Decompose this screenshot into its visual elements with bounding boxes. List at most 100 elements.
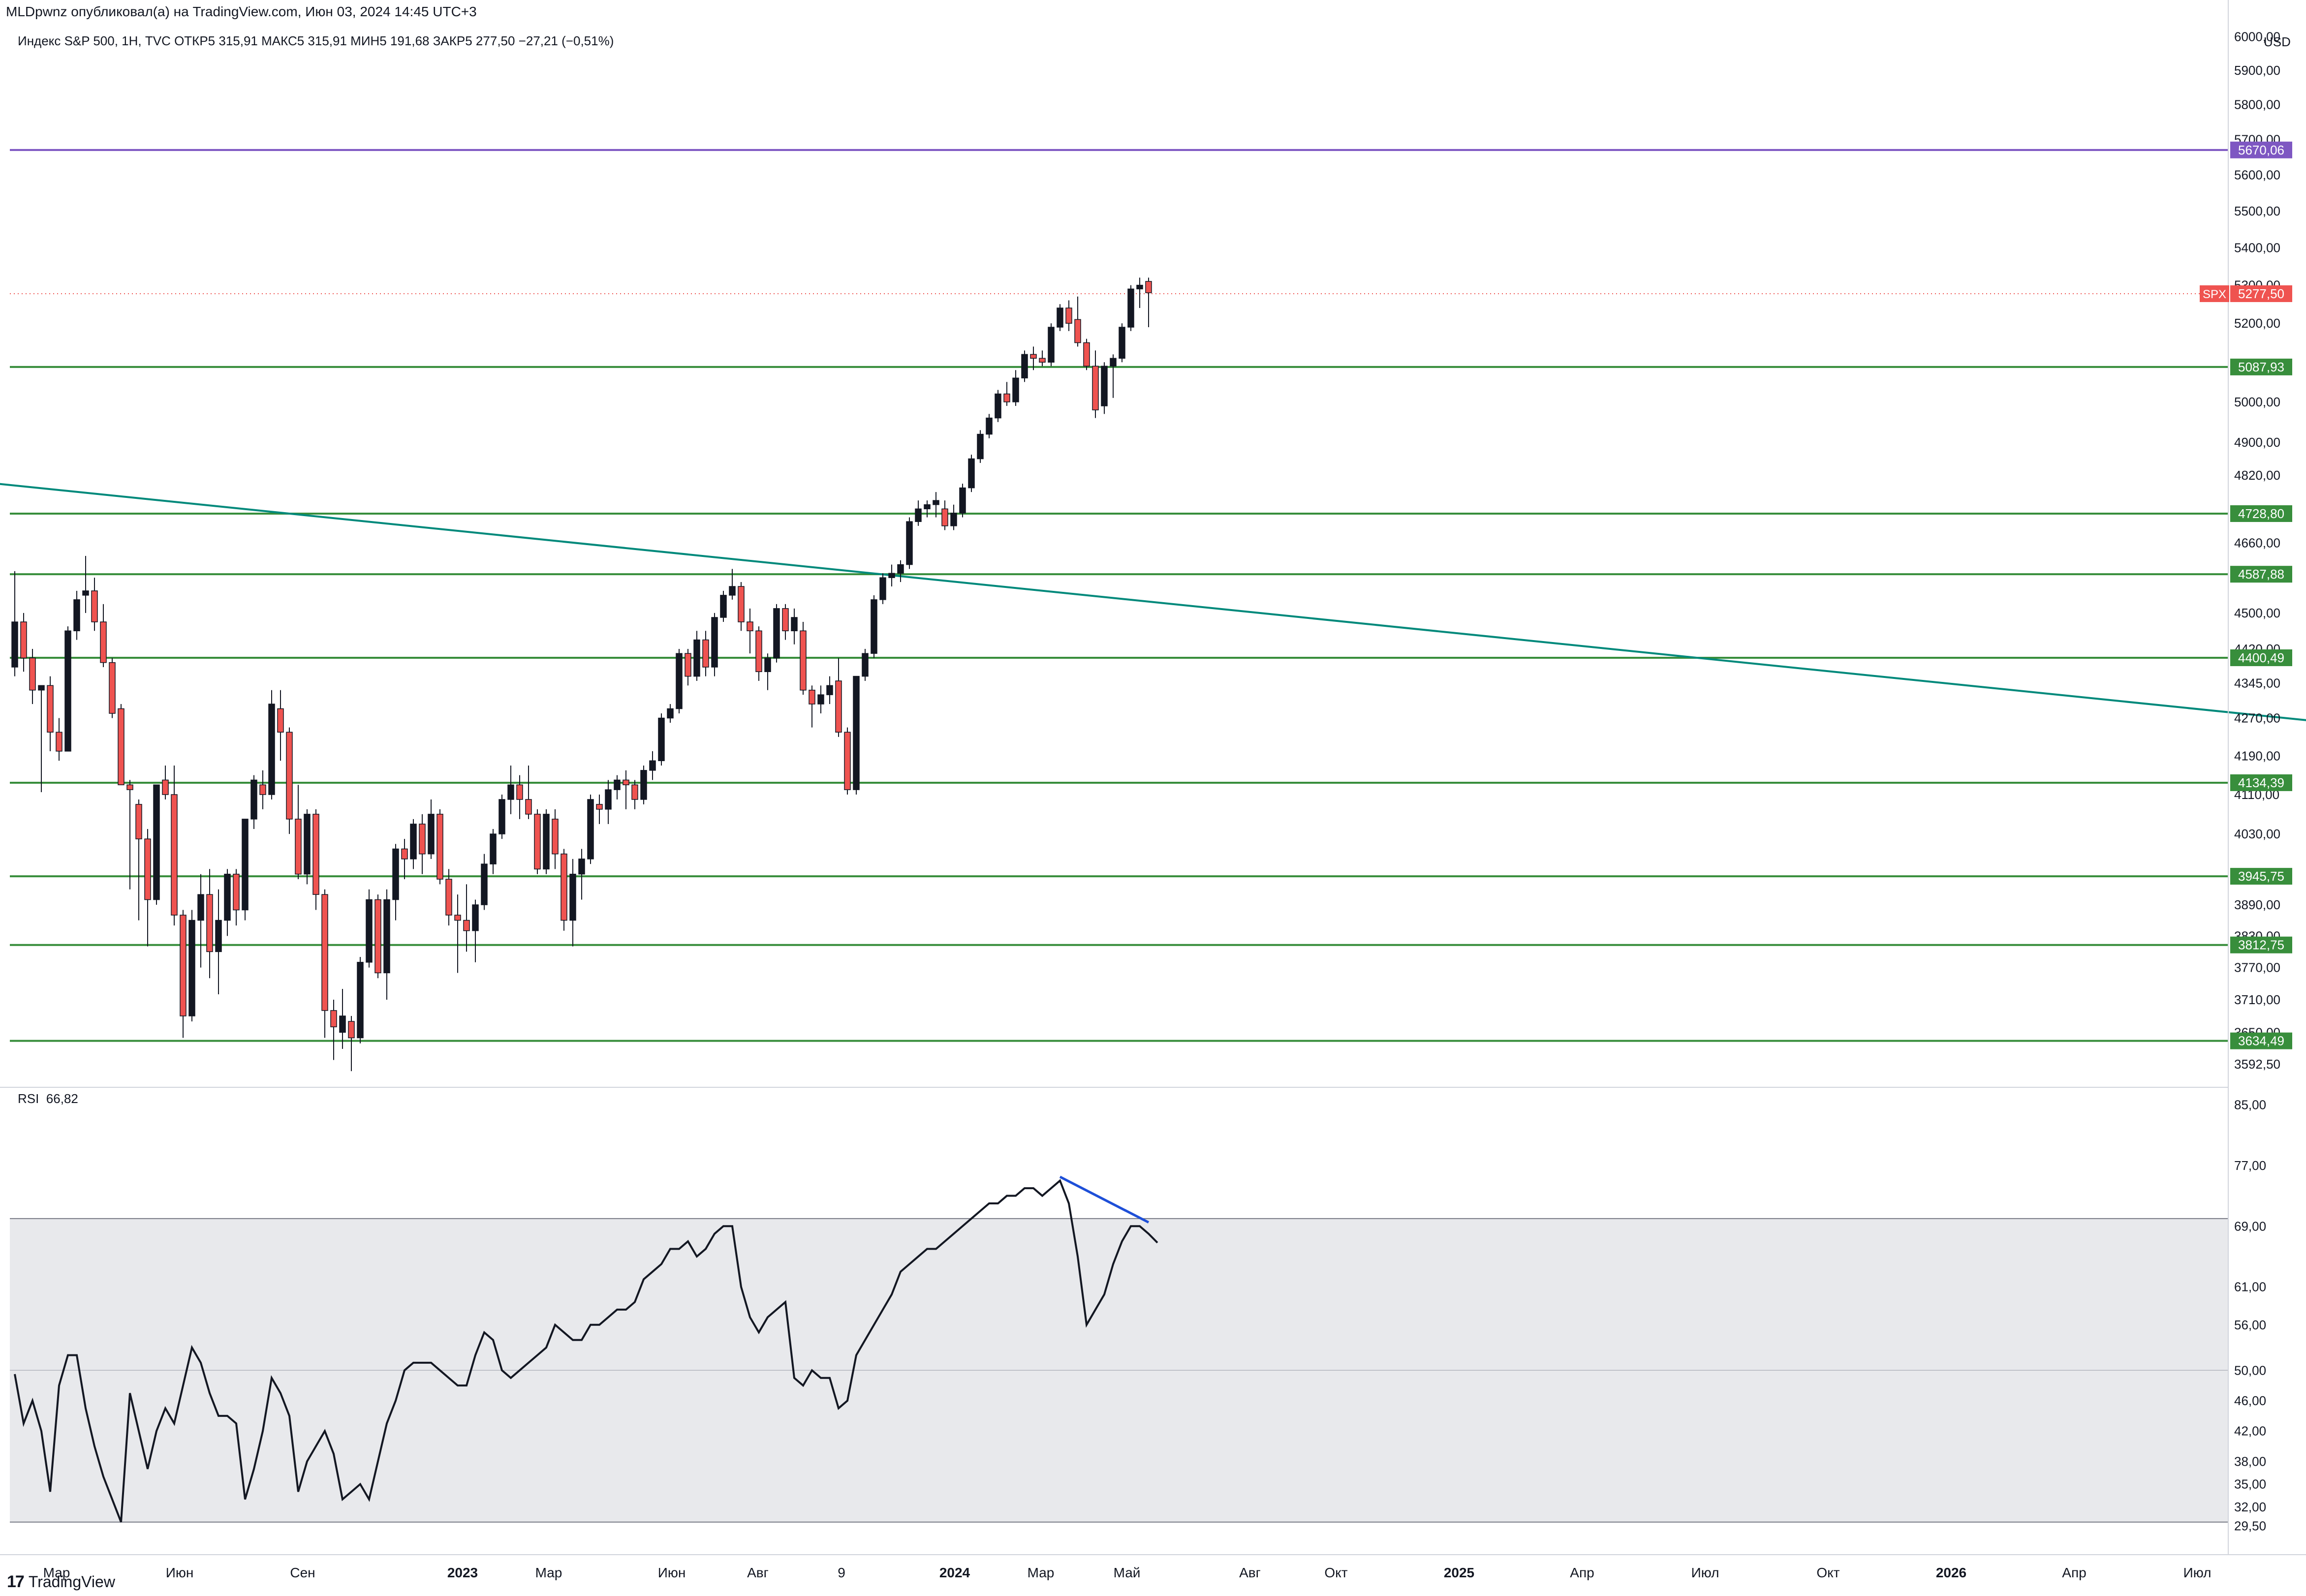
candle [826,676,833,705]
rsi-tick-label: 32,00 [2234,1500,2266,1514]
candle [738,582,745,631]
rsi-tick-label: 69,00 [2234,1219,2266,1233]
price-tick-label: 4190,00 [2234,749,2280,764]
level-price-tag [2230,936,2292,953]
candle [64,626,71,752]
symbol-legend[interactable]: Индекс S&P 500, 1Н, TVC ОТКР5 315,91 МАК… [18,33,614,48]
symbol-tag [2200,285,2229,302]
up-candle-body [791,617,798,632]
candle [419,814,426,874]
down-candle-body [941,508,948,526]
down-candle-body [445,879,452,916]
time-tick-label: Мар [535,1565,562,1580]
down-candle-body [1030,354,1037,359]
up-candle-body [490,833,497,864]
down-candle-body [419,824,426,855]
rsi-line [14,1179,1158,1523]
up-candle-body [304,814,311,875]
price-panel[interactable] [0,149,2306,1072]
candle [197,874,204,968]
candle [1030,346,1037,370]
candle [623,770,629,809]
time-tick-label: Авг [1239,1565,1261,1580]
price-tick-label: 4820,00 [2234,468,2280,483]
time-tick-label: Мар [1028,1565,1055,1580]
down-candle-body [454,915,461,921]
down-candle-body [259,784,266,795]
down-candle-body [180,915,187,1016]
candle [374,894,381,979]
candle [339,989,346,1049]
candle [667,704,674,723]
candle [428,799,435,859]
candle [1012,370,1019,406]
candle [47,676,54,751]
down-candle-body [835,680,842,733]
level-price-label: 3945,75 [2238,869,2284,884]
down-candle-body [685,653,691,677]
rsi-legend[interactable]: RSI 66,82 [18,1091,78,1106]
tradingview-logo[interactable]: 17 TradingView [7,1572,115,1592]
level-price-label: 3634,49 [2238,1034,2284,1048]
down-candle-body [144,838,151,900]
down-candle-body [436,814,443,880]
time-tick-label: Авг [747,1565,769,1580]
candle [888,564,895,586]
candle [924,500,931,518]
up-candle-body [1110,358,1117,367]
down-candle-body [552,819,559,855]
candle [499,795,505,839]
rsi-tick-label: 35,00 [2234,1477,2266,1492]
down-candle-body [755,630,762,673]
candle [38,685,45,793]
candle [1048,323,1055,367]
level-price-tag [2230,566,2292,583]
up-candle-body [1136,284,1143,290]
candle [401,839,408,880]
price-tick-label: 3592,50 [2234,1057,2280,1072]
time-tick-label: Июн [166,1565,194,1580]
currency-label[interactable]: USD [2264,34,2291,49]
candle [1136,277,1143,308]
time-tick-label: Мар [43,1565,70,1580]
candle [118,704,125,786]
up-candle-body [773,608,780,659]
candle [91,578,98,631]
up-candle-body [410,824,417,859]
down-candle-body [56,732,62,752]
down-candle-body [171,794,178,916]
candle [933,492,939,518]
candle [463,884,470,952]
candle [809,685,815,728]
down-candle-body [844,732,851,790]
up-candle-body [897,564,904,574]
rsi-panel[interactable] [10,1175,2228,1523]
candle [906,517,913,569]
down-candle-body [135,804,142,839]
price-tick-label: 4660,00 [2234,536,2280,551]
candle [312,809,319,910]
candle [1101,362,1108,414]
rsi-tick-label: 46,00 [2234,1393,2266,1408]
time-tick-label: Окт [1324,1565,1347,1580]
down-candle-body [348,1021,355,1039]
candle [348,1016,355,1072]
candle [525,766,532,819]
down-candle-body [747,621,753,632]
up-candle-body [392,848,399,900]
rsi-tick-label: 56,00 [2234,1318,2266,1332]
candle [224,869,231,936]
up-candle-body [640,770,647,800]
up-candle-body [1021,354,1028,379]
up-candle-body [1048,327,1055,363]
down-candle-body [702,639,709,668]
candle [162,766,169,799]
up-candle-body [357,962,364,1039]
rsi-tick-label: 42,00 [2234,1424,2266,1439]
candle [561,849,567,931]
candle [685,648,691,686]
trend-line [0,483,2306,721]
down-candle-body [561,853,567,921]
candle [569,859,576,947]
